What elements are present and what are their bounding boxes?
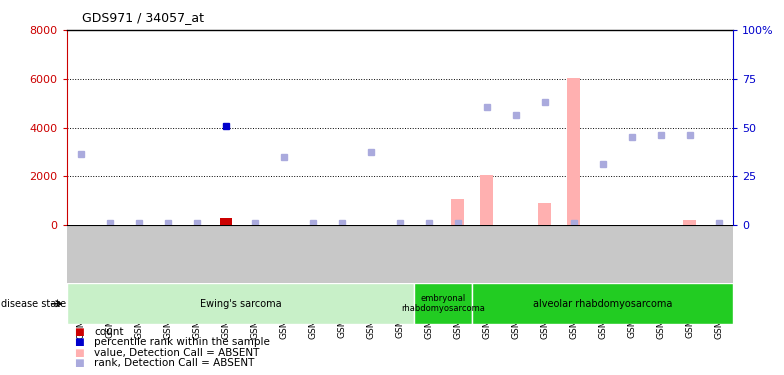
Bar xyxy=(67,283,414,324)
Bar xyxy=(538,203,551,225)
Text: alveolar rhabdomyosarcoma: alveolar rhabdomyosarcoma xyxy=(533,299,673,309)
Bar xyxy=(683,220,696,225)
Text: value, Detection Call = ABSENT: value, Detection Call = ABSENT xyxy=(94,348,260,358)
Text: ■: ■ xyxy=(74,338,84,347)
Text: Ewing's sarcoma: Ewing's sarcoma xyxy=(200,299,281,309)
Bar xyxy=(414,283,472,324)
Text: ■: ■ xyxy=(74,358,84,368)
Text: ■: ■ xyxy=(74,348,84,358)
Text: rank, Detection Call = ABSENT: rank, Detection Call = ABSENT xyxy=(94,358,255,368)
Text: GDS971 / 34057_at: GDS971 / 34057_at xyxy=(82,11,205,24)
Text: count: count xyxy=(94,327,124,337)
Text: embryonal
rhabdomyosarcoma: embryonal rhabdomyosarcoma xyxy=(401,294,485,314)
Text: disease state: disease state xyxy=(1,299,66,309)
Text: percentile rank within the sample: percentile rank within the sample xyxy=(94,338,270,347)
Bar xyxy=(452,200,464,225)
Bar xyxy=(567,78,580,225)
Bar xyxy=(472,283,733,324)
Text: ■: ■ xyxy=(74,327,84,337)
Bar xyxy=(481,175,493,225)
Bar xyxy=(220,217,232,225)
